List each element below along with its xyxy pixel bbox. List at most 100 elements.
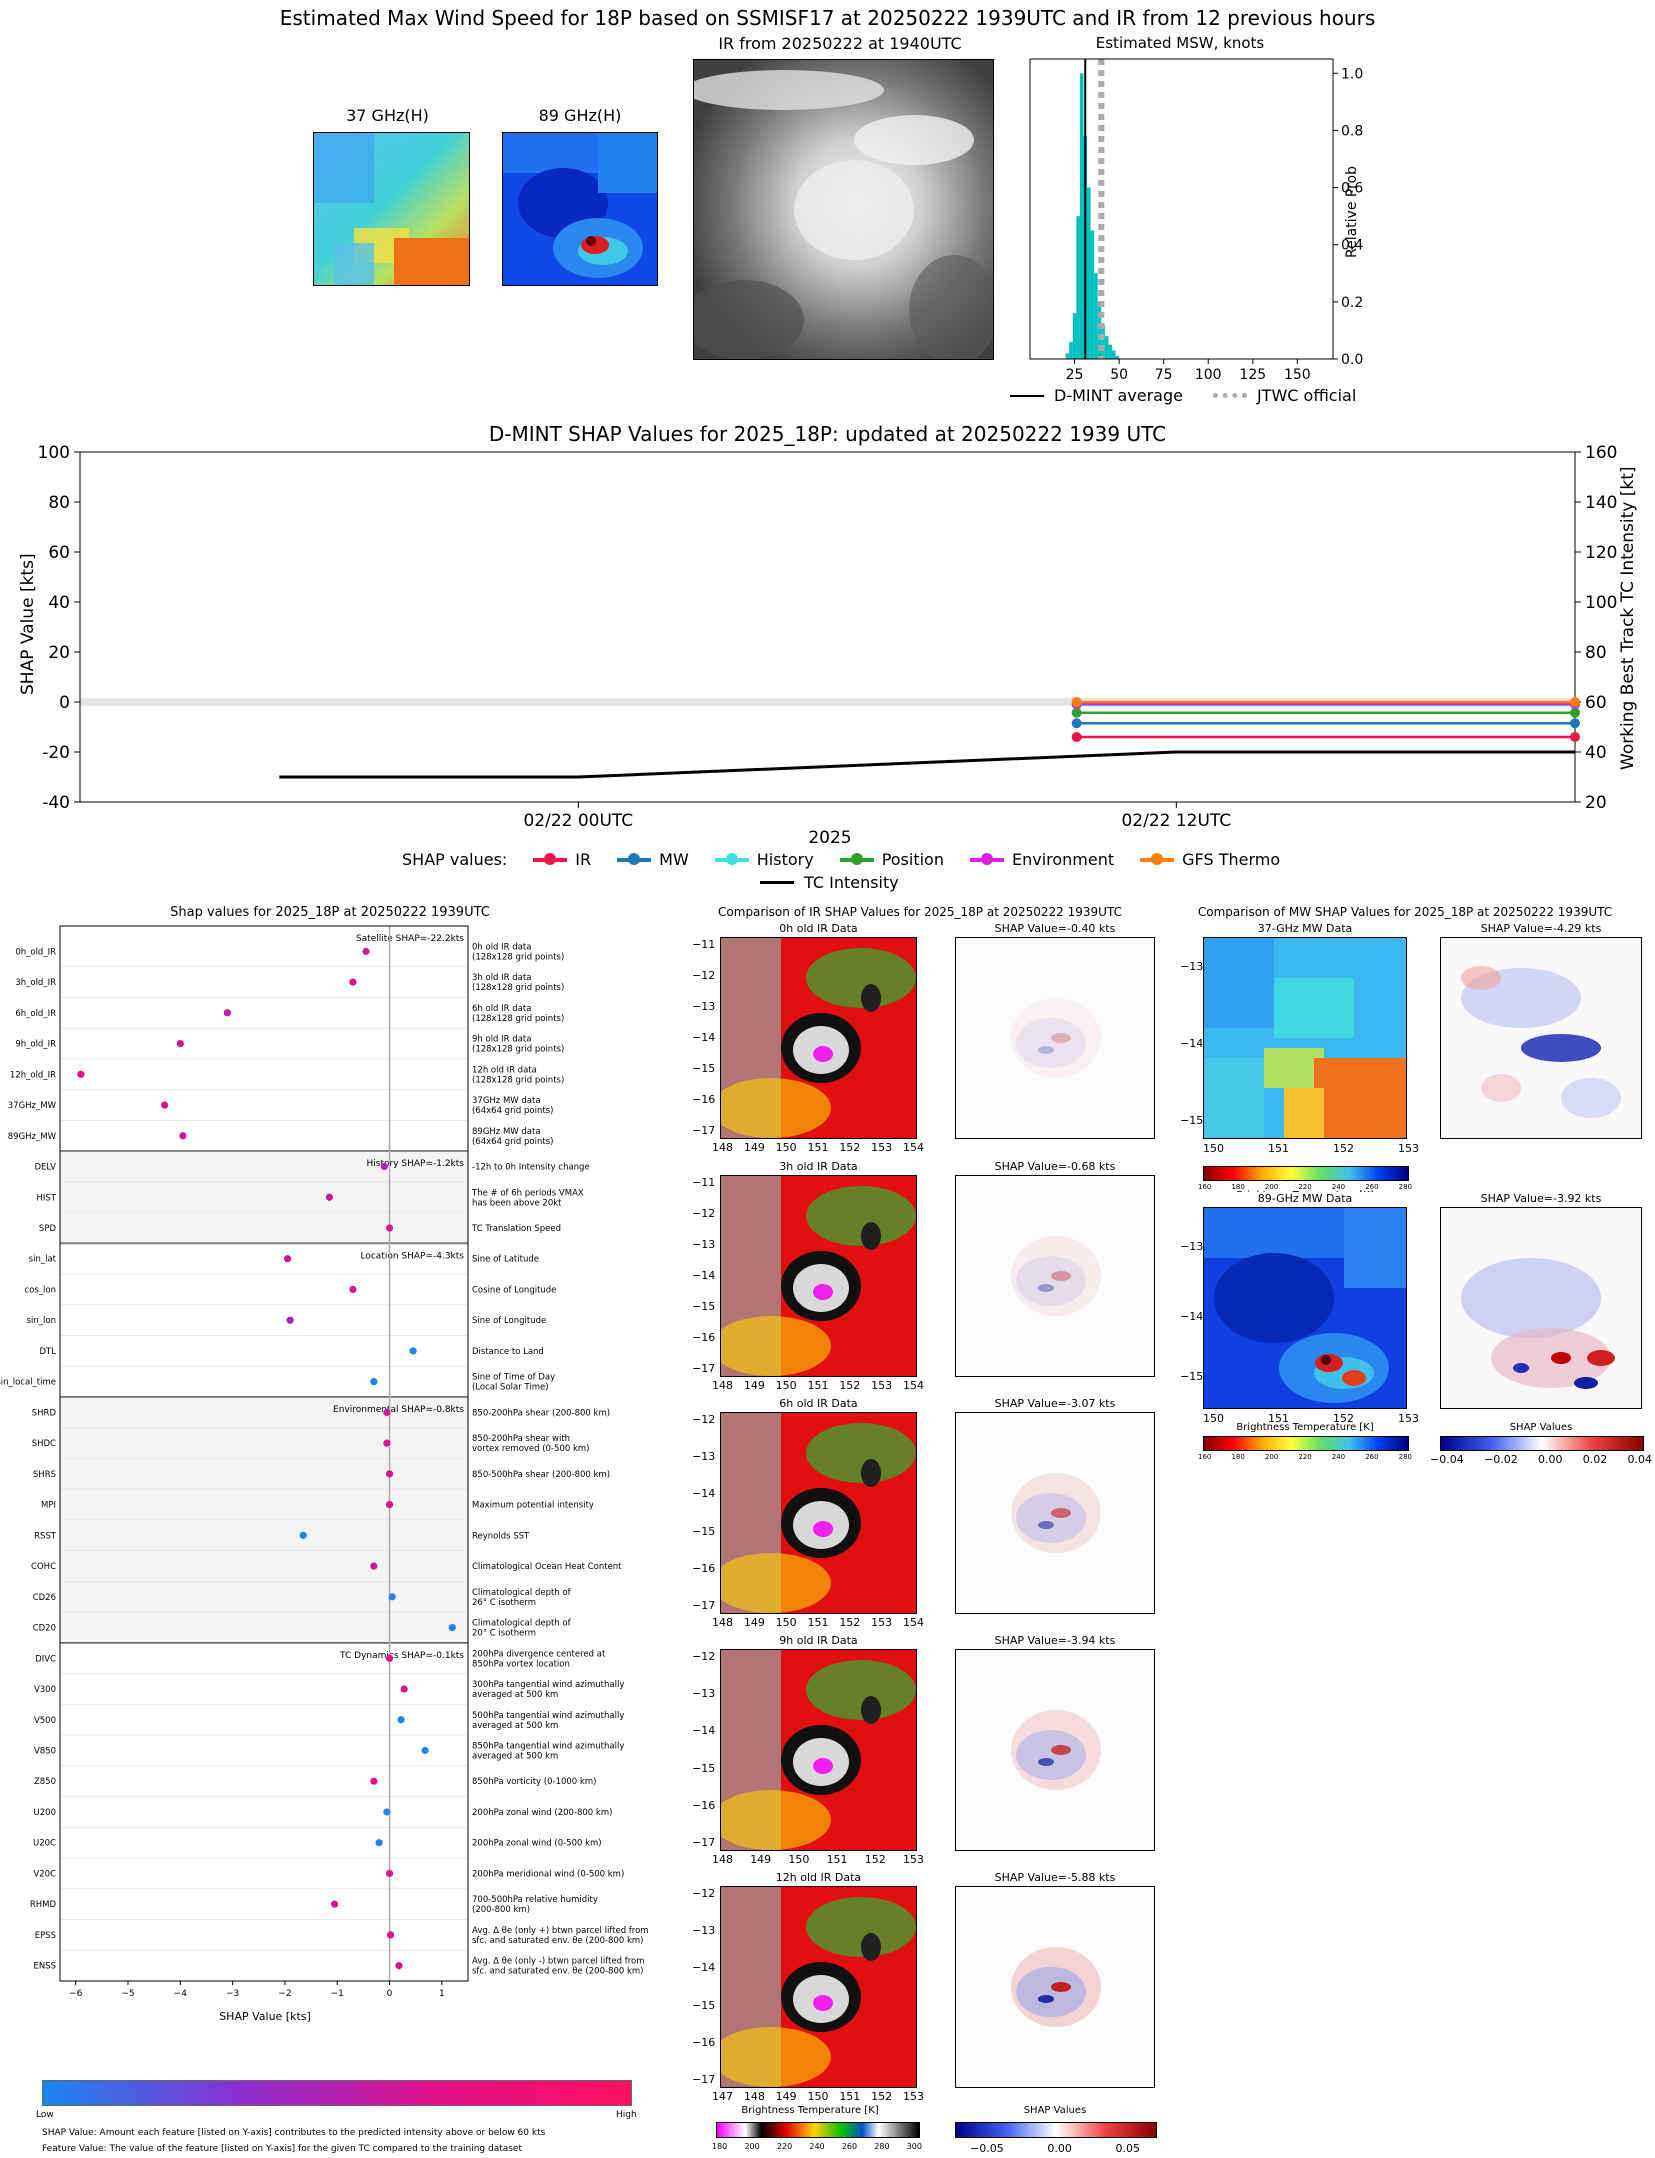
mw37-cb-ticks: 160 180 200 220 240 260 280 bbox=[1198, 1183, 1412, 1191]
feature-description: (64x64 grid points) bbox=[472, 1137, 553, 1147]
ir-cell bbox=[861, 1696, 881, 1724]
feature-label: CD20 bbox=[33, 1624, 56, 1634]
y-tick-label: 0 bbox=[59, 693, 70, 713]
ir-xtick: 153 bbox=[902, 2090, 924, 2103]
mw37-ytick: −14 bbox=[1180, 1037, 1204, 1050]
ir-band bbox=[806, 948, 916, 1008]
ir-xtick: 148 bbox=[712, 1616, 733, 1629]
x-tick-label: −6 bbox=[69, 1989, 83, 1999]
shap-hot bbox=[1051, 1982, 1071, 1992]
feature-description: (128x128 grid points) bbox=[472, 1075, 564, 1085]
histogram-plot-area: 25 50 75 100 125 150 0.0 0.2 0.4 0.6 0.8 1.0 bbox=[1029, 58, 1363, 383]
ir-xtick: 151 bbox=[807, 1616, 829, 1629]
shap-time-chart: -40 -20 0 20 40 60 80 100 20 40 60 80 100 120 140 160 02… bbox=[38, 443, 1618, 831]
group-shade bbox=[60, 1151, 468, 1244]
feature-shap-point bbox=[380, 1162, 388, 1171]
legend-history: History bbox=[714, 850, 814, 869]
ir-xtick: 154 bbox=[902, 1141, 924, 1154]
ir-thumbnail bbox=[693, 59, 994, 360]
mw-shap-colorbar bbox=[1440, 1436, 1644, 1451]
legend-history-swatch bbox=[714, 852, 749, 865]
feature-shap-point bbox=[385, 1224, 394, 1232]
feature-description: Avg. Δ θe (only +) btwn parcel lifted fr… bbox=[472, 1926, 649, 1936]
feature-label: Z850 bbox=[34, 1777, 56, 1787]
feature-label: V500 bbox=[34, 1716, 56, 1726]
feature-shap-point bbox=[349, 978, 357, 986]
mw37-shap-image bbox=[1440, 937, 1642, 1139]
ir-xtick: 152 bbox=[839, 1616, 861, 1629]
feature-description: 850-200hPa shear (200-800 km) bbox=[472, 1408, 610, 1418]
ir-xtick: 153 bbox=[871, 1141, 893, 1154]
histogram-legend: D-MINT average JTWC official bbox=[1010, 386, 1356, 405]
shap-hot bbox=[1051, 1745, 1071, 1755]
ir-ytick: −16 bbox=[692, 2035, 716, 2049]
feature-label: U200 bbox=[34, 1808, 56, 1818]
feature-description: averaged at 500 km bbox=[472, 1690, 558, 1700]
histogram-bar bbox=[1072, 313, 1077, 359]
ir-ytick: −13 bbox=[692, 1000, 716, 1013]
mw89-shap-image bbox=[1440, 1207, 1642, 1409]
dmint-legend-line bbox=[1010, 394, 1044, 397]
ir-xtick: 153 bbox=[871, 1616, 893, 1629]
legend-gfs: GFS Thermo bbox=[1140, 850, 1280, 869]
feature-description: -12h to 0h Intensity change bbox=[472, 1163, 590, 1173]
ir-coldest bbox=[813, 1995, 833, 2011]
ir-shap-image bbox=[955, 1175, 1155, 1377]
series-point bbox=[1570, 697, 1580, 707]
feature-shap-point bbox=[325, 1193, 333, 1201]
feature-description: 3h old IR data bbox=[472, 973, 531, 983]
ir-xtick: 153 bbox=[902, 1853, 924, 1866]
feature-label: MPI bbox=[41, 1501, 56, 1511]
ir-row-svg bbox=[721, 1887, 916, 2087]
mw37-ytick: −13 bbox=[1180, 960, 1204, 973]
mw37-shap-title: SHAP Value=-4.29 kts bbox=[1480, 922, 1602, 935]
feature-description: Sine of Latitude bbox=[472, 1255, 539, 1265]
legend-position-label: Position bbox=[881, 850, 944, 869]
mw-xtick: 151 bbox=[1268, 1412, 1289, 1425]
feature-description: Distance to Land bbox=[472, 1347, 544, 1357]
mw37-colorbar bbox=[1203, 1166, 1409, 1181]
ir-band bbox=[721, 1790, 831, 1850]
shap-hot bbox=[1051, 1271, 1071, 1281]
feature-label: 12h_old_IR bbox=[10, 1070, 56, 1080]
mw89-cb-label: Brightness Temperature [K] bbox=[1236, 1422, 1374, 1433]
ir-cb-tick: 240 bbox=[809, 2142, 825, 2151]
shap-cool bbox=[1016, 1493, 1086, 1543]
x-tick-label: 75 bbox=[1155, 367, 1173, 383]
ir-cell bbox=[861, 1222, 881, 1250]
mw-cb-tick: 280 bbox=[1398, 1183, 1412, 1191]
mw-cb-tick: 180 bbox=[1231, 1453, 1245, 1461]
feature-label: 9h_old_IR bbox=[15, 1040, 56, 1050]
shap-cb-tick: −0.04 bbox=[1430, 1453, 1464, 1466]
colorbar-low: Low bbox=[36, 2110, 54, 2120]
feature-description: averaged at 500 km bbox=[472, 1721, 558, 1731]
feature-description: vortex removed (0-500 km) bbox=[472, 1444, 589, 1454]
feature-shap-point bbox=[409, 1347, 417, 1355]
ir-shap-title: SHAP Value=-3.07 kts bbox=[994, 1397, 1116, 1410]
feature-description: 300hPa tangential wind azimuthally bbox=[472, 1680, 624, 1690]
histogram-bar bbox=[1076, 216, 1080, 359]
ir-shap-colorbar bbox=[955, 2122, 1157, 2138]
feature-label: 89GHz_MW bbox=[8, 1132, 57, 1142]
shap-cb-tick: 0.02 bbox=[1582, 1453, 1608, 1466]
histogram-bar bbox=[1097, 301, 1102, 359]
group-label: History SHAP=-1.2kts bbox=[367, 1159, 465, 1169]
mw-shap-cb-label: SHAP Values bbox=[1509, 1422, 1573, 1433]
mw-cb-tick: 180 bbox=[1231, 1183, 1245, 1191]
ir-xtick: 150 bbox=[775, 1379, 797, 1392]
ir-xtick: 151 bbox=[826, 1853, 848, 1866]
mw89-data-image bbox=[1203, 1207, 1407, 1409]
legend-mw-label: MW bbox=[659, 850, 689, 869]
feature-label: DTL bbox=[40, 1347, 57, 1357]
ir-shap-svg bbox=[956, 1176, 1154, 1376]
feature-description: has been above 20kt bbox=[472, 1198, 562, 1208]
feature-shap-point bbox=[386, 1931, 395, 1939]
histogram-bar bbox=[1090, 230, 1095, 359]
feature-shap-point bbox=[385, 1869, 394, 1878]
x-tick-label: 02/22 12UTC bbox=[1121, 811, 1231, 831]
x-tick-label: 125 bbox=[1239, 367, 1266, 383]
feature-description: Sine of Time of Day bbox=[472, 1373, 555, 1383]
feature-description: averaged at 500 km bbox=[472, 1751, 558, 1761]
feature-label: SHRS bbox=[33, 1470, 56, 1480]
ir-ytick: −13 bbox=[692, 1238, 716, 1251]
